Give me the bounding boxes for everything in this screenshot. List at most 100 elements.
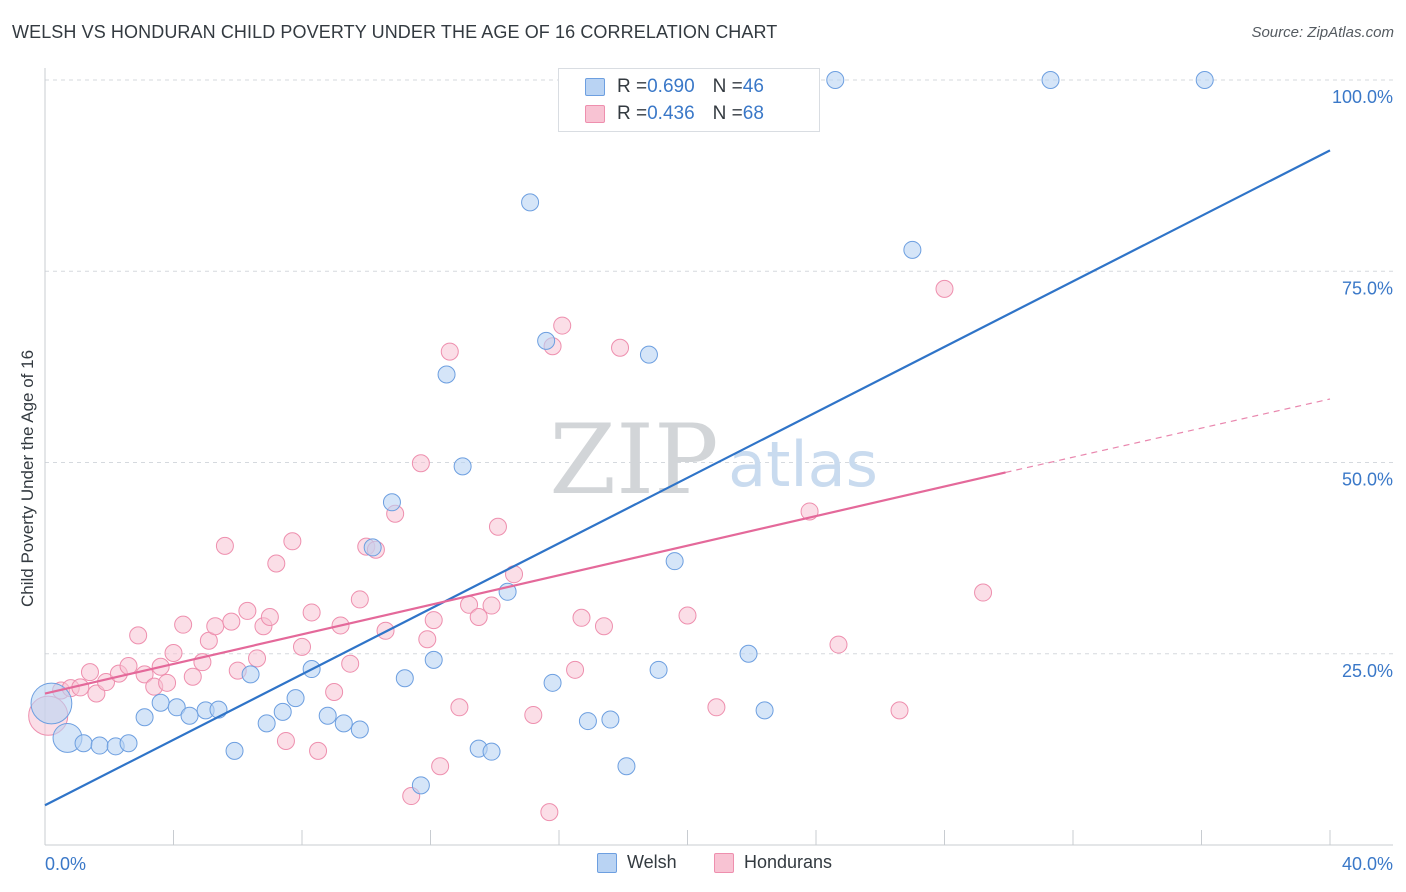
legend-welsh-label: Welsh [627,852,677,872]
legend-item-welsh[interactable]: Welsh [597,852,677,873]
welsh-point [119,734,138,753]
welsh-point [521,193,540,212]
hondurans-point [309,741,328,760]
y-tick-label: 25.0% [1342,661,1393,681]
hondurans-swatch [585,105,605,123]
welsh-point [437,365,456,384]
welsh-trend-line [44,149,1331,807]
hondurans-point [707,698,726,717]
hondurans-point [129,626,148,645]
hondurans-point [341,654,360,673]
hondurans-point [482,596,501,615]
hondurans-point [276,731,295,750]
hondurans-point [450,698,469,717]
welsh-point [395,669,414,688]
gridlines [45,79,1393,655]
welsh-point [225,741,244,760]
watermark-zip: ZIP [549,404,718,516]
hondurans-point [572,608,591,627]
welsh-point [639,345,658,364]
welsh-point [755,701,774,720]
hondurans-point [553,316,572,335]
welsh-point [665,552,684,571]
welsh-point [90,736,109,755]
welsh-r-value: 0.690 [647,76,695,97]
axes [44,68,1393,846]
welsh-n-value: 46 [742,76,764,97]
welsh-point [601,710,620,729]
hondurans-point [418,630,437,649]
welsh-point [257,714,276,733]
welsh-point [363,538,382,557]
hondurans-point [158,673,177,692]
welsh-point [453,457,472,476]
welsh-point [382,493,401,512]
welsh-point [1041,71,1060,89]
trend-lines [44,149,1331,807]
hondurans-point [890,701,909,720]
welsh-point [334,714,353,733]
legend-row-welsh: R = 0.690 N = 46 [585,75,764,99]
welsh-point [1195,71,1214,89]
hondurans-point [829,635,848,654]
watermark-atlas: atlas [728,428,878,501]
hondurans-point [488,517,507,536]
chart-title: WELSH VS HONDURAN CHILD POVERTY UNDER TH… [12,22,778,42]
welsh-point [241,665,260,684]
hondurans-point [974,583,993,602]
welsh-point [739,644,758,663]
hondurans-point [566,660,585,679]
hondurans-point [411,454,430,473]
watermark: ZIP atlas [549,404,878,516]
welsh-point [424,650,443,669]
hondurans-point [431,757,450,776]
welsh-point [537,331,556,350]
hondurans-point [248,649,267,668]
hondurans-point [325,683,344,701]
hondurans-point [302,603,321,622]
welsh-point [578,712,597,731]
welsh-point [286,689,305,708]
welsh-point [30,682,73,725]
hondurans-point [238,601,257,620]
welsh-swatch [585,78,605,96]
hondurans-point [215,536,234,555]
hondurans-point [540,803,559,822]
hondurans-trend-line [44,471,1006,695]
y-axis-label: Child Poverty Under the Age of 16 [18,349,37,607]
welsh-point [74,734,93,753]
hondurans-point [594,617,613,636]
y-tick-label: 100.0% [1332,87,1393,107]
hondurans-point [183,667,202,686]
welsh-point [273,702,292,721]
x-tick-label: 0.0% [45,854,86,874]
hondurans-n-label: N = [712,103,743,124]
welsh-point [209,700,228,719]
y-tick-label: 75.0% [1342,278,1393,298]
legend-item-hondurans[interactable]: Hondurans [714,852,832,873]
hondurans-point [440,342,459,361]
hondurans-point [293,637,311,656]
hondurans-point [80,663,99,682]
welsh-r-label: R = [617,76,648,97]
welsh-point [167,698,186,717]
hondurans-r-value: 0.436 [647,103,695,124]
hondurans-n-value: 68 [742,103,764,124]
hondurans-trend-extension [1005,398,1331,474]
welsh-point [151,693,170,712]
welsh-point [617,757,636,776]
hondurans-point [469,608,488,627]
y-tick-label: 50.0% [1342,470,1393,490]
hondurans-point [267,554,286,573]
hondurans-point [424,611,443,630]
hondurans-point [260,608,279,627]
x-tick-label: 40.0% [1342,854,1393,874]
legend-hondurans-label: Hondurans [744,852,833,872]
welsh-n-label: N = [712,76,743,97]
welsh-point [649,660,668,679]
hondurans-point [678,606,697,625]
hondurans-point [611,338,630,357]
hondurans-point [222,612,241,631]
hondurans-point [524,705,543,724]
welsh-point [903,240,922,259]
